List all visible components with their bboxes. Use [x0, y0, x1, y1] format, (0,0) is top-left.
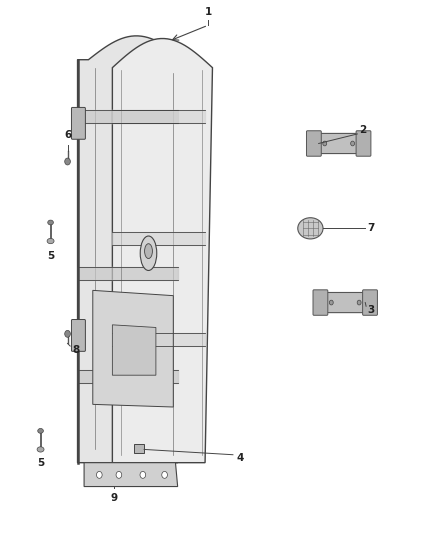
Ellipse shape — [140, 236, 157, 270]
Text: 1: 1 — [205, 7, 212, 17]
FancyBboxPatch shape — [71, 319, 85, 351]
Ellipse shape — [47, 238, 54, 244]
Text: 2: 2 — [359, 125, 367, 135]
Text: 9: 9 — [110, 494, 117, 504]
Ellipse shape — [323, 141, 327, 146]
Ellipse shape — [116, 471, 122, 478]
FancyBboxPatch shape — [356, 131, 371, 156]
FancyBboxPatch shape — [318, 133, 360, 154]
Ellipse shape — [65, 330, 71, 337]
Text: 4: 4 — [237, 454, 244, 463]
Ellipse shape — [329, 300, 333, 305]
Ellipse shape — [298, 217, 323, 239]
Polygon shape — [78, 36, 184, 463]
Text: 7: 7 — [367, 223, 374, 233]
Polygon shape — [113, 38, 212, 463]
Ellipse shape — [96, 471, 102, 478]
Ellipse shape — [145, 244, 152, 259]
Polygon shape — [93, 290, 173, 407]
Text: 5: 5 — [37, 458, 44, 469]
Ellipse shape — [37, 447, 44, 452]
Ellipse shape — [65, 158, 71, 165]
Polygon shape — [84, 463, 178, 487]
Ellipse shape — [48, 220, 53, 225]
Ellipse shape — [351, 141, 355, 146]
FancyBboxPatch shape — [307, 131, 321, 156]
Text: 6: 6 — [64, 130, 71, 140]
Ellipse shape — [357, 300, 361, 305]
Ellipse shape — [38, 429, 43, 433]
FancyBboxPatch shape — [324, 293, 367, 313]
FancyBboxPatch shape — [71, 108, 85, 139]
FancyBboxPatch shape — [313, 290, 328, 316]
FancyBboxPatch shape — [363, 290, 378, 316]
Polygon shape — [134, 444, 144, 453]
Text: 3: 3 — [367, 305, 374, 315]
Polygon shape — [113, 325, 156, 375]
Ellipse shape — [140, 471, 146, 478]
Text: 8: 8 — [72, 345, 79, 356]
Text: 5: 5 — [47, 251, 54, 261]
Ellipse shape — [162, 471, 167, 478]
